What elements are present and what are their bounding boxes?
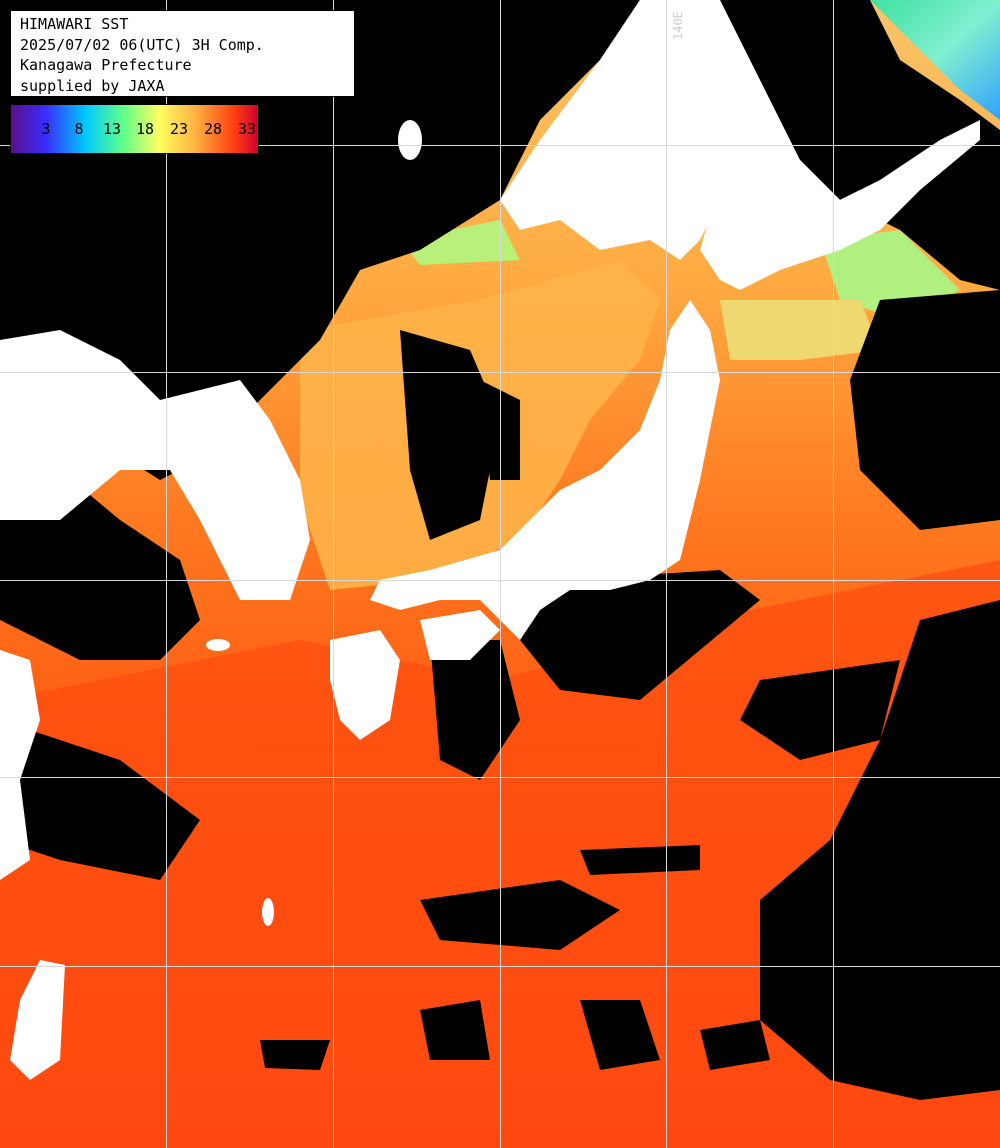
landmass bbox=[0, 0, 980, 1080]
legend-tick: 28 bbox=[203, 120, 223, 138]
legend-tick: 8 bbox=[74, 120, 84, 138]
provider-prefecture: Kanagawa Prefecture bbox=[20, 56, 192, 74]
tohoku-coast-cool bbox=[720, 300, 880, 360]
legend-ticks: 3 8 13 18 23 28 33 bbox=[11, 120, 258, 140]
legend-tick: 33 bbox=[237, 120, 257, 138]
title-box: HIMAWARI SST 2025/07/02 06(UTC) 3H Comp.… bbox=[10, 10, 355, 97]
legend-tick: 3 bbox=[41, 120, 51, 138]
cloud-mask bbox=[0, 0, 1000, 1100]
timestamp: 2025/07/02 06(UTC) 3H Comp. bbox=[20, 35, 264, 54]
data-supplier: supplied by JAXA bbox=[20, 76, 165, 95]
sakhalin-coast-cold bbox=[400, 220, 520, 265]
okhotsk-cold bbox=[870, 0, 1000, 120]
legend-tick: 13 bbox=[102, 120, 122, 138]
legend-tick: 18 bbox=[135, 120, 155, 138]
legend-tick: 23 bbox=[169, 120, 189, 138]
color-scale-legend: 3 8 13 18 23 28 33 bbox=[10, 104, 259, 154]
product-title: HIMAWARI SST bbox=[20, 15, 129, 33]
longitude-label: 140E bbox=[671, 11, 685, 41]
color-scale-bar bbox=[11, 105, 258, 153]
